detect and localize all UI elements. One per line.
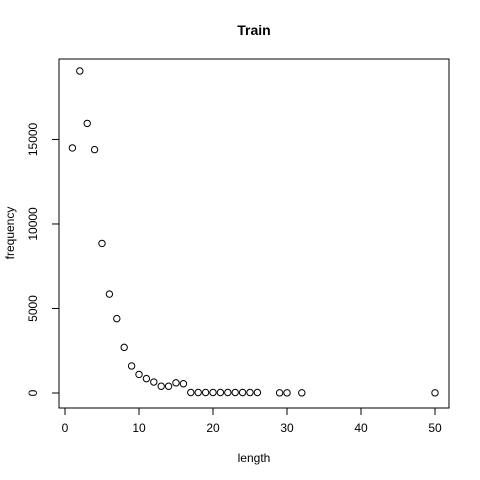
x-axis-label: length bbox=[238, 451, 271, 465]
data-point bbox=[283, 389, 291, 397]
data-point bbox=[172, 379, 180, 387]
data-point bbox=[90, 145, 99, 154]
x-tick-label: 0 bbox=[62, 421, 69, 435]
data-point bbox=[105, 290, 114, 298]
y-axis: 0 5000 10000 15000 bbox=[26, 122, 60, 396]
data-point bbox=[120, 343, 128, 352]
data-point bbox=[201, 388, 210, 397]
y-tick-label: 5000 bbox=[26, 295, 40, 322]
data-point bbox=[68, 144, 77, 152]
data-point bbox=[113, 314, 121, 323]
y-axis-label: frequency bbox=[3, 207, 17, 260]
data-point bbox=[76, 67, 84, 75]
data-point bbox=[224, 388, 232, 397]
chart-title: Train bbox=[237, 22, 270, 38]
data-point bbox=[142, 374, 151, 383]
data-point bbox=[83, 119, 91, 128]
x-tick-label: 10 bbox=[132, 421, 146, 435]
data-point bbox=[298, 389, 306, 397]
x-tick-label: 20 bbox=[206, 421, 220, 435]
data-point bbox=[127, 362, 136, 370]
data-point bbox=[238, 388, 247, 397]
data-point bbox=[150, 378, 158, 386]
data-point bbox=[431, 389, 439, 397]
x-tick-label: 30 bbox=[280, 421, 294, 435]
data-point bbox=[157, 382, 165, 390]
data-point bbox=[179, 380, 188, 388]
data-point bbox=[246, 388, 254, 397]
data-points bbox=[68, 67, 439, 397]
y-tick-label: 0 bbox=[26, 389, 40, 396]
plot-frame bbox=[58, 58, 450, 409]
y-tick-label: 10000 bbox=[26, 207, 40, 241]
data-point bbox=[216, 388, 225, 397]
data-point bbox=[209, 388, 217, 397]
y-tick-label: 15000 bbox=[26, 122, 40, 156]
x-tick-label: 40 bbox=[354, 421, 368, 435]
data-point bbox=[275, 389, 284, 397]
data-point bbox=[253, 388, 262, 397]
x-axis: 0 10 20 30 40 50 bbox=[62, 407, 442, 435]
data-point bbox=[194, 388, 202, 397]
data-point bbox=[187, 388, 195, 397]
data-point bbox=[98, 239, 106, 248]
x-tick-label: 50 bbox=[428, 421, 442, 435]
data-point bbox=[231, 388, 239, 397]
data-point bbox=[135, 370, 143, 379]
data-point bbox=[164, 382, 173, 390]
